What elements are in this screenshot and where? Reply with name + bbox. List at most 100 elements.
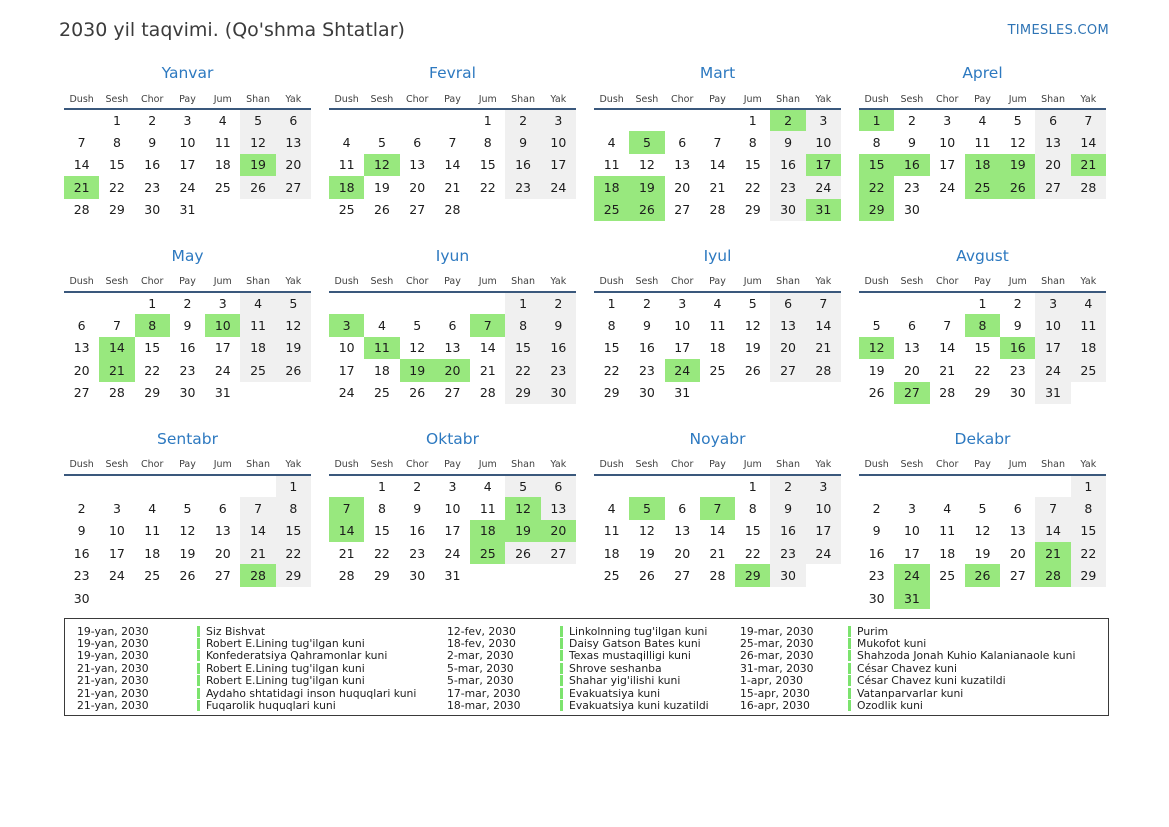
legend-label: César Chavez kuni kuzatildi	[857, 674, 1006, 688]
day-cell: 16	[409, 523, 426, 539]
day-cell: 19	[638, 545, 655, 561]
day-cell: 23	[409, 545, 426, 561]
day-cell: 6	[907, 318, 916, 334]
day-cell: 4	[218, 113, 227, 129]
day-cell: 25	[338, 202, 355, 218]
day-cell: 1	[1070, 474, 1106, 498]
day-cell: 19	[179, 545, 196, 561]
weekday-header: Dush	[594, 455, 630, 476]
day-cell: 2	[77, 500, 86, 516]
day-cell: 4	[607, 135, 616, 151]
legend-date: 19-mar, 2030	[740, 624, 814, 638]
day-cell: 6	[448, 318, 457, 334]
weekday-header: Pay	[699, 272, 736, 293]
day-cell: 26	[638, 568, 655, 584]
day-cell: 28	[939, 385, 956, 401]
month-table: Dush Sesh Chor Pay Jum Shan Yak 1 2 3 4 5 6 7 8 9 10 11 12…	[329, 272, 576, 404]
legend-item: Aydaho shtatidagi inson huquqlari kuni	[197, 687, 447, 700]
empty-cell	[329, 292, 364, 314]
day-cell: 8	[748, 135, 757, 151]
day-cell: 23	[540, 359, 576, 382]
day-cell: 15	[373, 523, 390, 539]
day-cell: 14	[805, 314, 841, 337]
day-cell: 16	[73, 545, 90, 561]
legend-date: 21-yan, 2030	[77, 661, 149, 675]
month-table: Dush Sesh Chor Pay Jum Shan Yak 1 2 3 4 5 6 7 8 9 10 11 12…	[329, 90, 576, 221]
day-cell: 14	[73, 157, 90, 173]
site-link[interactable]: TIMESLES.COM	[1007, 23, 1109, 38]
weekday-header: Sesh	[99, 455, 135, 476]
legend-label: Ozodlik kuni	[857, 699, 923, 713]
weekday-header: Pay	[699, 455, 736, 476]
day-cell: 13	[1035, 131, 1071, 154]
day-cell: 10	[108, 523, 125, 539]
day-cell: 11	[479, 500, 496, 516]
day-cell: 26	[409, 385, 426, 401]
day-cell: 14	[709, 523, 726, 539]
day-cell: 4	[377, 318, 386, 334]
day-cell: 5	[377, 135, 386, 151]
weekday-header: Sesh	[364, 455, 400, 476]
day-cell: 2	[770, 474, 806, 498]
day-cell: 2	[413, 479, 422, 495]
weekday-header: Shan	[770, 455, 806, 476]
day-cell: 22	[275, 542, 311, 565]
day-cell: 5	[183, 500, 192, 516]
day-cell: 11	[603, 157, 620, 173]
day-cell: 24	[338, 385, 355, 401]
empty-cell	[400, 292, 435, 314]
day-cell: 23	[505, 176, 541, 199]
day-cell: 29	[744, 202, 761, 218]
weekday-header: Dush	[329, 455, 365, 476]
day-cell: 2	[872, 500, 881, 516]
day-cell: 28	[709, 202, 726, 218]
day-cell: 23	[144, 179, 161, 195]
holiday-day-cell: 12	[505, 497, 541, 520]
day-cell: 12	[275, 314, 311, 337]
legend-item: Vatanparvarlar kuni	[848, 687, 1098, 700]
day-cell: 3	[540, 109, 576, 132]
empty-cell	[629, 475, 664, 497]
legend-item: Linkolnning tug'ilgan kuni	[560, 625, 740, 638]
day-cell: 20	[1009, 545, 1026, 561]
calendar-grid: Yanvar Dush Sesh Chor Pay Jum Shan Yak 1 2 3 4 5 6 7 8 9…	[64, 64, 1169, 610]
month-table: Dush Sesh Chor Pay Jum Shan Yak 1 2 3 4 5 6 7 8 9 10 11 12…	[594, 272, 841, 404]
month-title: Iyul	[703, 246, 732, 265]
day-cell: 27	[409, 202, 426, 218]
legend-tick-icon	[848, 687, 851, 699]
day-cell: 3	[183, 113, 192, 129]
month-title: Aprel	[962, 64, 1003, 82]
day-cell: 7	[112, 318, 121, 334]
day-cell: 9	[413, 500, 422, 516]
day-cell: 11	[939, 523, 956, 539]
day-cell: 14	[939, 340, 956, 356]
empty-cell	[470, 199, 505, 221]
day-cell: 13	[903, 340, 920, 356]
day-cell: 21	[939, 362, 956, 378]
weekday-header: Sesh	[894, 90, 930, 110]
legend-tick-icon	[560, 662, 563, 674]
day-cell: 19	[868, 362, 885, 378]
weekday-header: Jum	[1000, 90, 1036, 110]
month-avgust: Avgust Dush Sesh Chor Pay Jum Shan Yak 1 2 3 4 5 6 7 8 9…	[859, 247, 1106, 404]
empty-cell	[240, 475, 275, 497]
empty-cell	[99, 292, 134, 314]
weekday-header: Jum	[470, 272, 506, 293]
legend-item: Robert E.Lining tug'ilgan kuni	[197, 662, 447, 675]
holiday-day-cell: 18	[470, 519, 506, 543]
empty-cell	[930, 475, 965, 497]
day-cell: 8	[607, 318, 616, 334]
day-cell: 12	[974, 523, 991, 539]
legend-date: 1-apr, 2030	[740, 674, 804, 688]
day-cell: 3	[805, 474, 841, 498]
day-cell: 11	[240, 314, 276, 337]
day-cell: 27	[214, 568, 231, 584]
month-table: Dush Sesh Chor Pay Jum Shan Yak 1 2 3 4 5 6 7 8 9 10 11 12…	[859, 90, 1106, 221]
weekday-header: Pay	[964, 90, 1001, 110]
holiday-day-cell: 10	[205, 314, 241, 337]
day-cell: 6	[413, 135, 422, 151]
day-cell: 2	[148, 113, 157, 129]
month-table: Dush Sesh Chor Pay Jum Shan Yak 1 2 3 4 5 6 7 8 9 10 11 12…	[329, 455, 576, 587]
month-iyun: Iyun Dush Sesh Chor Pay Jum Shan Yak 1 2 3 4 5 6 7 8 9 10…	[329, 247, 576, 404]
holiday-day-cell: 1	[859, 109, 895, 132]
